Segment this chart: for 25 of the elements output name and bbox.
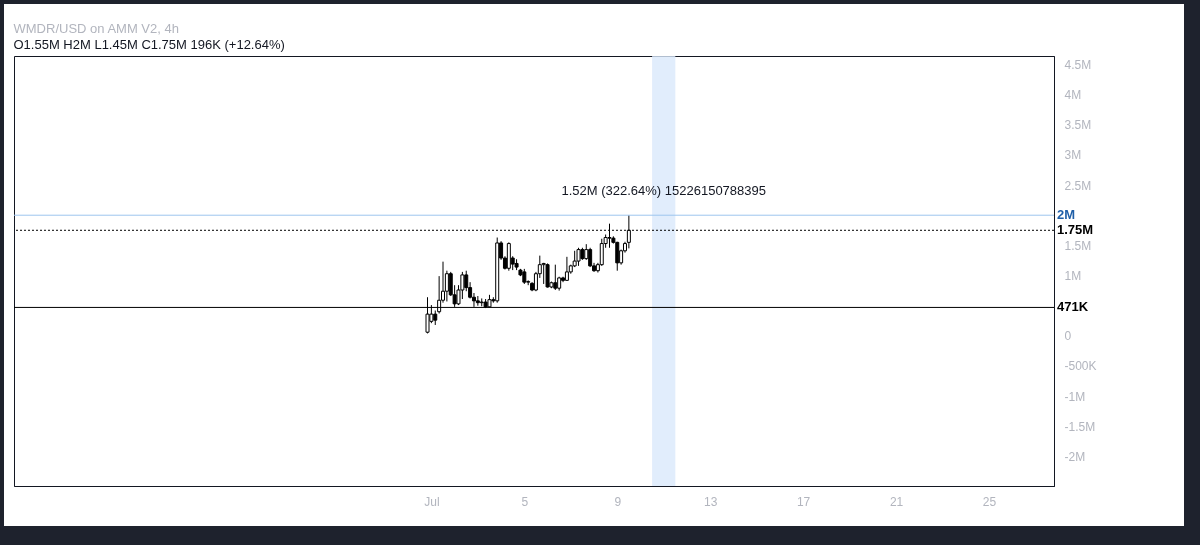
x-tick-label: 9 bbox=[614, 494, 622, 509]
y-tick-label: 3.5M bbox=[1064, 118, 1092, 133]
chart-subtitle: O1.55M H2M L1.45M C1.75M 196K (+12.64%) bbox=[13, 37, 285, 52]
x-tick-label: 17 bbox=[796, 494, 811, 509]
x-tick-label: 5 bbox=[521, 494, 529, 509]
y-tick-label: 4M bbox=[1064, 88, 1082, 103]
ref-line-label: 1.75M bbox=[1057, 222, 1094, 238]
y-tick-label: -500K bbox=[1064, 359, 1097, 374]
y-tick-label: -2M bbox=[1064, 449, 1086, 464]
y-tick-label: 0 bbox=[1064, 329, 1072, 344]
y-tick-label: -1M bbox=[1064, 389, 1086, 404]
y-tick-label: 3M bbox=[1064, 148, 1082, 163]
ref-line-label: 471K bbox=[1057, 299, 1089, 315]
chart-title: WMDR/USD on AMM V2, 4h bbox=[13, 21, 179, 36]
ref-line-label: 2M bbox=[1057, 207, 1076, 223]
y-tick-label: 1.5M bbox=[1064, 238, 1092, 253]
x-tick-label: 13 bbox=[704, 494, 718, 509]
annotation: 1.52M (322.64%) 15226150788395 bbox=[561, 183, 766, 199]
x-tick-label: 21 bbox=[889, 494, 904, 509]
y-tick-label: -1.5M bbox=[1064, 419, 1096, 434]
y-tick-label: 1M bbox=[1064, 269, 1082, 284]
y-tick-label: 4.5M bbox=[1064, 57, 1092, 72]
x-tick-label: 25 bbox=[982, 494, 997, 509]
y-tick-label: 2.5M bbox=[1064, 178, 1092, 193]
x-tick-label: Jul bbox=[424, 494, 440, 509]
